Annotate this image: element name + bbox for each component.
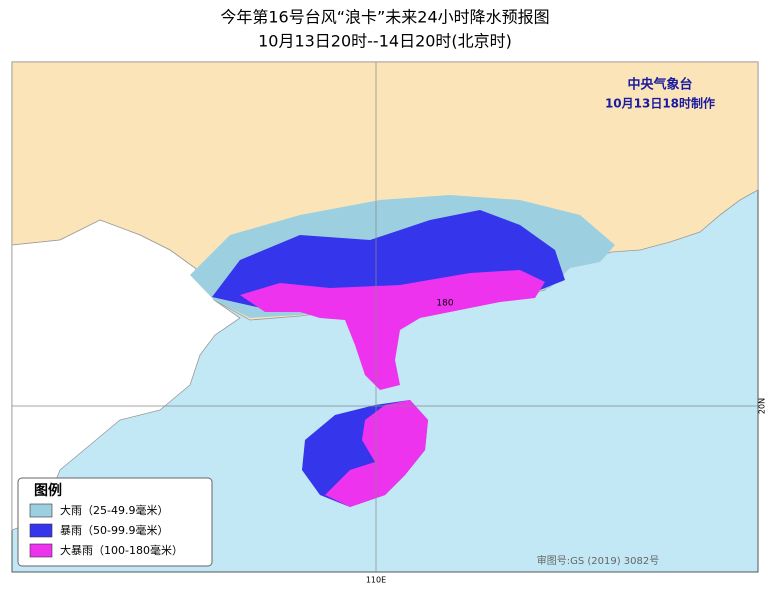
legend-title: 图例 [34, 482, 62, 499]
legend-label: 暴雨（50-99.9毫米） [60, 523, 168, 537]
title: 今年第16号台风“浪卡”未来24小时降水预报图 [220, 8, 549, 27]
legend-box [17, 477, 213, 567]
subtitle: 10月13日20时--14日20时(北京时) [258, 32, 512, 51]
agency: 中央气象台 [627, 77, 692, 93]
legend-label: 大暴雨（100-180毫米） [60, 543, 183, 557]
legend-swatch [29, 523, 53, 538]
island-extreme [325, 400, 428, 507]
legend: 图例 大雨（25-49.9毫米） 暴雨（50-99.9毫米） 大暴雨（100-180… [17, 477, 213, 567]
legend-swatch [29, 543, 53, 558]
lon-label: 110E [366, 576, 386, 585]
approval: 审图号:GS (2019) 3082号 [537, 554, 660, 567]
legend-swatch [29, 503, 53, 518]
max-label: 180 [436, 299, 453, 309]
map: 180 110E 20N 中央气象台 10月13日18时制作 审图号:GS (2… [11, 61, 767, 585]
legend-label: 大雨（25-49.9毫米） [60, 503, 168, 517]
issue-time: 10月13日18时制作 [605, 96, 715, 111]
lat-label: 20N [758, 398, 767, 414]
rain-extreme [240, 270, 545, 390]
